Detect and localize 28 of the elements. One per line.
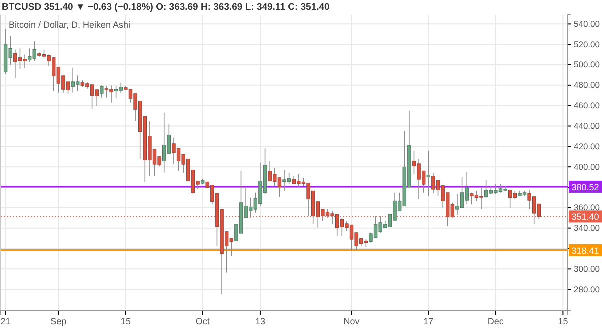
y-tick-label: 520.00 xyxy=(574,39,600,50)
candlestick xyxy=(426,150,431,197)
y-tick-label: 460.00 xyxy=(574,100,600,111)
candlestick xyxy=(100,85,104,98)
text: Bitcoin / Dollar, D, Heiken Ashi xyxy=(9,20,131,30)
y-tick-label: 300.00 xyxy=(574,264,600,274)
x-tick-label: 15 xyxy=(558,316,568,326)
y-tick-label: 540.00 xyxy=(574,18,600,29)
x-tick-label: Sep xyxy=(50,316,67,326)
x-tick-label: 13 xyxy=(255,316,266,326)
chart-title: BTCUSD 351.40 ▼ −0.63 (−0.18%) O: 363.69 H: 363.69 L: 349.11 C: 351.40 xyxy=(2,2,330,13)
y-tick-label: 400.00 xyxy=(574,162,600,172)
x-tick-label: 21 xyxy=(0,316,11,326)
y-tick-label: 500.00 xyxy=(574,60,600,70)
y-tick-label: 420.00 xyxy=(574,141,600,152)
ref-line-label: 351.40 xyxy=(572,212,600,222)
ref-line-label: 380.52 xyxy=(572,182,600,192)
x-tick-label: Dec xyxy=(488,316,504,326)
x-tick-label: 17 xyxy=(424,316,434,326)
y-tick-label: 360.00 xyxy=(574,202,600,213)
y-tick-label: 280.00 xyxy=(574,284,600,294)
ref-line-label: 318.41 xyxy=(572,246,600,256)
y-tick-label: 440.00 xyxy=(574,120,600,131)
x-tick-label: Oct xyxy=(196,316,210,326)
y-tick-label: 480.00 xyxy=(574,80,600,90)
x-tick-label: 15 xyxy=(120,316,131,326)
x-tick-label: Nov xyxy=(344,316,360,326)
y-tick-label: 340.00 xyxy=(574,223,600,234)
